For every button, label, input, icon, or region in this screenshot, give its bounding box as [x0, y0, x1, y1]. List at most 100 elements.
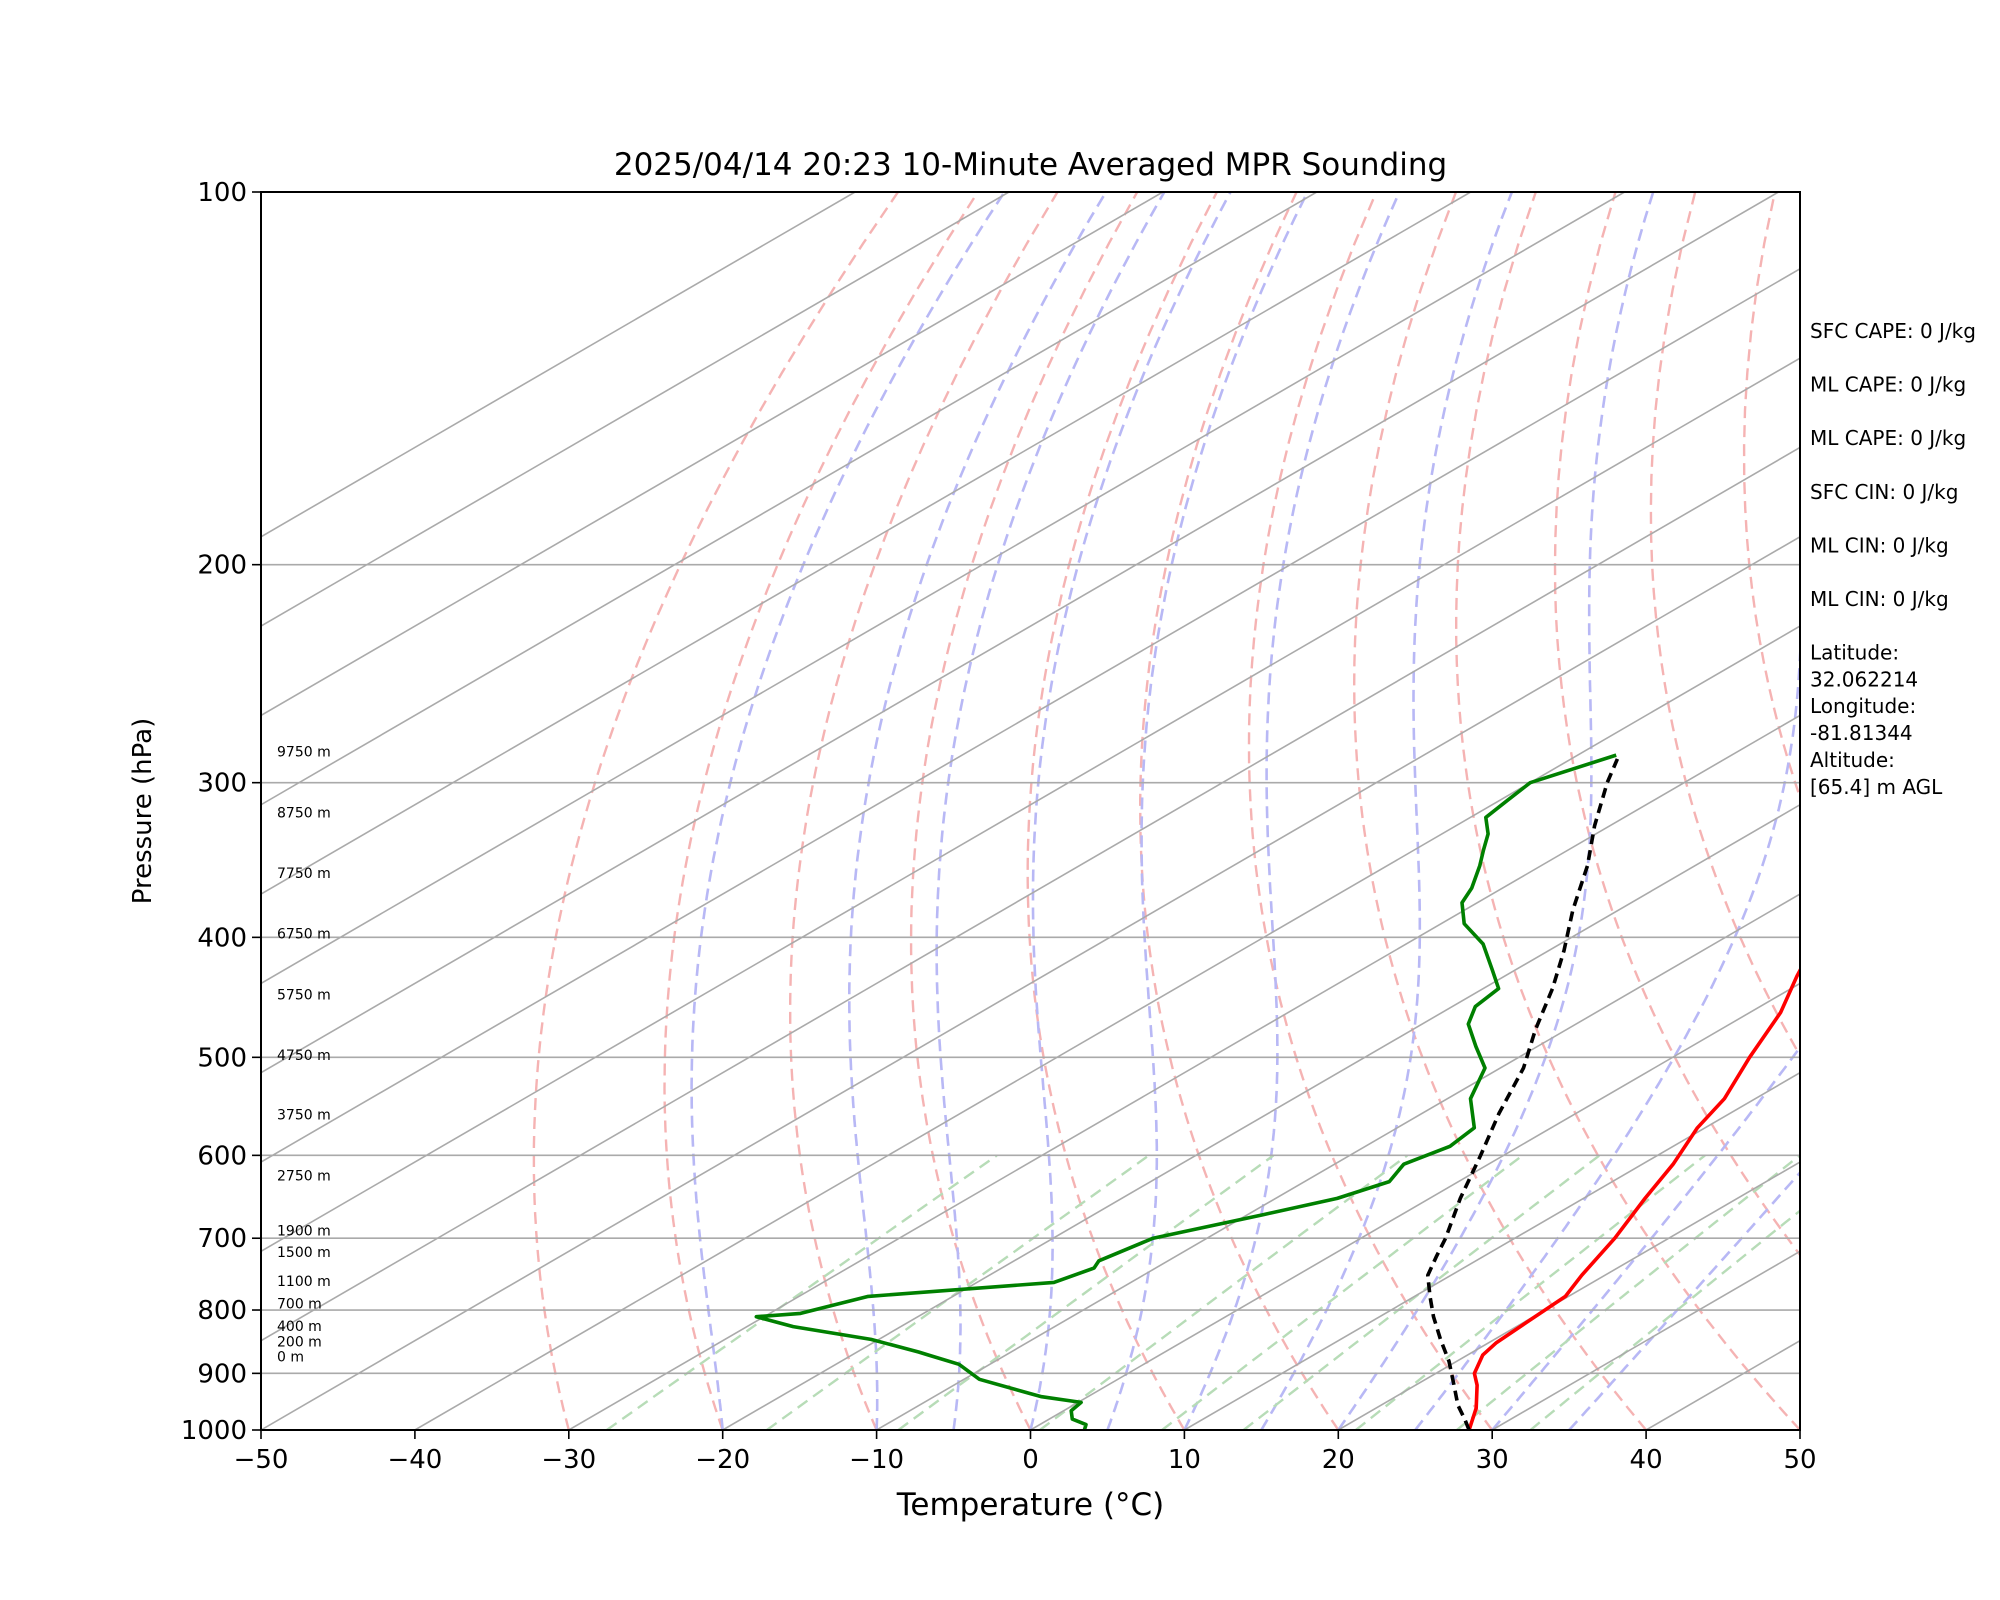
isotherm-line: [261, 192, 1472, 895]
info-panel: SFC CAPE: 0 J/kg ML CAPE: 0 J/kg ML CAPE: …: [1810, 319, 1976, 799]
x-tick-label: 10: [1168, 1445, 1201, 1475]
y-axis: 100 200 300 400 500 600 700 800 900 1000: [181, 178, 261, 1446]
dry-adiabat-line: [1553, 192, 1800, 1257]
info-annotation: Altitude:: [1810, 748, 1895, 772]
info-annotation: ML CAPE: 0 J/kg: [1810, 426, 1966, 450]
moist-adiabat-line: [935, 192, 1166, 1430]
dry-adiabat-line: [1352, 192, 1648, 1430]
x-axis: −50 −40 −30 −20 −10 0 10 20 30 40 50: [234, 1430, 1817, 1475]
info-annotation: SFC CIN: 0 J/kg: [1810, 480, 1958, 504]
height-label: 400 m: [277, 1319, 322, 1335]
height-label: 9750 m: [277, 744, 331, 760]
info-annotation: ML CIN: 0 J/kg: [1810, 587, 1949, 611]
x-tick-label: −30: [541, 1445, 596, 1475]
moist-adiabat-line: [1260, 192, 1514, 1430]
x-tick-label: 50: [1783, 1445, 1816, 1475]
info-annotation: -81.81344: [1810, 721, 1913, 745]
y-axis-label: Pressure (hPa): [128, 718, 158, 905]
chart-title: 2025/04/14 20:23 10-Minute Averaged MPR …: [614, 147, 1447, 183]
x-tick-label: −40: [387, 1445, 442, 1475]
y-tick-label: 400: [197, 923, 247, 953]
y-tick-label: 700: [197, 1224, 247, 1254]
y-tick-label: 800: [197, 1296, 247, 1326]
isotherm-line: [261, 192, 1318, 806]
mixing-ratio-line: [1529, 1209, 1800, 1430]
dry-adiabat-line: [1138, 192, 1340, 1430]
height-label: 4750 m: [277, 1048, 331, 1064]
moist-adiabat-line: [690, 192, 1006, 1430]
x-tick-label: −10: [849, 1445, 904, 1475]
dewpoint-profile-line: [754, 753, 1617, 1430]
parcel-profile-line: [1426, 758, 1620, 1430]
info-annotation: 32.062214: [1810, 668, 1918, 692]
plot-area: [261, 192, 1800, 1430]
info-annotation: ML CAPE: 0 J/kg: [1810, 373, 1966, 397]
moist-adiabat-line: [848, 192, 1108, 1430]
x-tick-label: 0: [1022, 1445, 1039, 1475]
moist-adiabat-line: [1183, 192, 1401, 1430]
moist-adiabat-line: [1568, 1170, 1800, 1430]
isotherm-line: [261, 192, 1010, 628]
isotherm-line: [261, 192, 856, 538]
y-tick-label: 1000: [181, 1416, 247, 1446]
info-annotation: ML CIN: 0 J/kg: [1810, 533, 1949, 557]
x-tick-label: 20: [1322, 1445, 1355, 1475]
height-label: 1100 m: [277, 1274, 331, 1290]
dry-adiabat-line: [1455, 192, 1800, 1430]
dry-adiabat-line: [1026, 192, 1218, 1430]
isotherm-line: [722, 803, 1800, 1430]
height-label: 7750 m: [277, 866, 331, 882]
y-tick-label: 100: [197, 178, 247, 208]
background-lines: [261, 192, 1800, 1430]
temperature-profile-line: [1467, 966, 1800, 1430]
mixing-ratio-line: [766, 1154, 1150, 1430]
height-label: 1500 m: [277, 1245, 331, 1261]
dry-adiabat-line: [663, 192, 979, 1430]
series-layer: [754, 753, 1800, 1430]
height-labels: 9750 m 8750 m 7750 m 6750 m 5750 m 4750 m 3750…: [277, 744, 331, 1365]
y-tick-label: 200: [197, 551, 247, 581]
x-tick-label: −50: [234, 1445, 289, 1475]
y-tick-label: 900: [197, 1359, 247, 1389]
isotherm-line: [568, 714, 1800, 1430]
isotherm-line: [261, 535, 1800, 1430]
info-annotation: [65.4] m AGL: [1810, 775, 1943, 799]
height-label: 2750 m: [277, 1169, 331, 1185]
isotherm-line: [261, 267, 1800, 1163]
isotherm-line: [1030, 982, 1800, 1430]
height-label: 6750 m: [277, 926, 331, 942]
isotherm-line: [261, 446, 1800, 1342]
height-label: 1900 m: [277, 1223, 331, 1239]
isotherm-line: [261, 357, 1800, 1253]
y-tick-label: 500: [197, 1043, 247, 1073]
dry-adiabat-line: [789, 192, 1059, 1430]
height-label: 3750 m: [277, 1107, 331, 1123]
isotherm-line: [261, 192, 1625, 985]
isotherm-line: [1183, 1071, 1800, 1430]
height-label: 8750 m: [277, 805, 331, 821]
height-label: 0 m: [277, 1349, 304, 1365]
x-axis-label: Temperature (°C): [896, 1487, 1165, 1523]
isotherm-line: [414, 625, 1800, 1430]
x-tick-label: 40: [1630, 1445, 1663, 1475]
dry-adiabat-line: [1649, 192, 1800, 1058]
dry-adiabat-line: [909, 192, 1139, 1430]
y-tick-label: 300: [197, 769, 247, 799]
moist-adiabat-line: [1337, 192, 1655, 1430]
info-annotation: Longitude:: [1810, 694, 1916, 718]
mixing-ratio-line: [606, 1154, 998, 1430]
isotherm-line: [876, 893, 1800, 1430]
dry-adiabat-line: [1247, 192, 1494, 1430]
height-label: 700 m: [277, 1296, 322, 1312]
isotherm-line: [1337, 1161, 1800, 1430]
info-annotation: SFC CAPE: 0 J/kg: [1810, 319, 1976, 343]
moist-adiabat-line: [1029, 192, 1232, 1430]
height-label: 5750 m: [277, 988, 331, 1004]
isotherm-line: [261, 192, 1164, 717]
height-label: 200 m: [277, 1334, 322, 1350]
info-annotation: Latitude:: [1810, 641, 1899, 665]
y-tick-label: 600: [197, 1141, 247, 1171]
x-tick-label: −20: [695, 1445, 750, 1475]
